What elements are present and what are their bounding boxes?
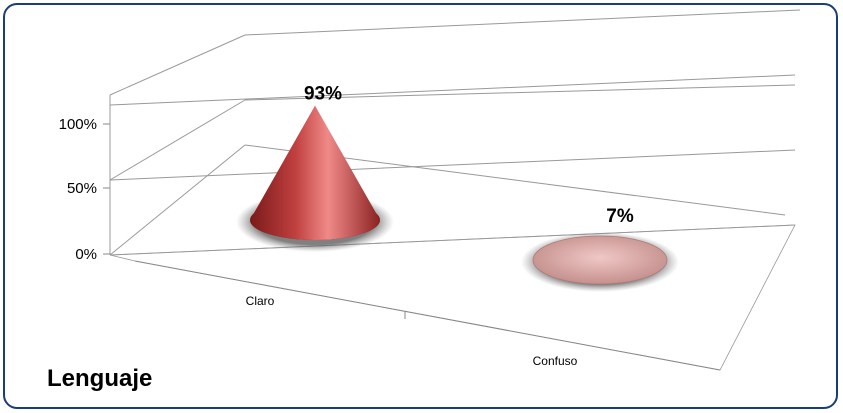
x-axis-line — [134, 260, 721, 371]
gridline — [109, 224, 796, 256]
y-tick-label: 50% — [67, 180, 97, 197]
top-side-edge — [109, 34, 246, 96]
chart-canvas: 0% 50% 100% Claro Confuso 93% 7% — [59, 9, 801, 371]
chart-frame: 0% 50% 100% Claro Confuso 93% 7% Lenguaje — [3, 3, 838, 409]
data-label: 93% — [304, 84, 342, 105]
side-grid-low — [109, 144, 246, 256]
cone-confuso — [532, 235, 668, 285]
marks-layer — [236, 105, 679, 292]
gridline — [109, 74, 796, 106]
back-grid-mid — [244, 84, 796, 101]
plot-floor — [109, 224, 796, 371]
category-label: Claro — [246, 294, 275, 308]
side-grid-mid — [109, 99, 246, 181]
y-tick-label: 100% — [59, 116, 97, 133]
top-back-edge — [244, 9, 801, 36]
gridline — [109, 149, 796, 181]
cone-claro — [250, 105, 380, 240]
y-tick-label: 0% — [75, 246, 97, 263]
category-label: Confuso — [533, 354, 578, 368]
data-label: 7% — [606, 206, 634, 227]
chart-title: Lenguaje — [47, 365, 153, 392]
labels-layer: 0% 50% 100% Claro Confuso 93% 7% — [59, 84, 634, 368]
axes-layer — [103, 9, 801, 371]
